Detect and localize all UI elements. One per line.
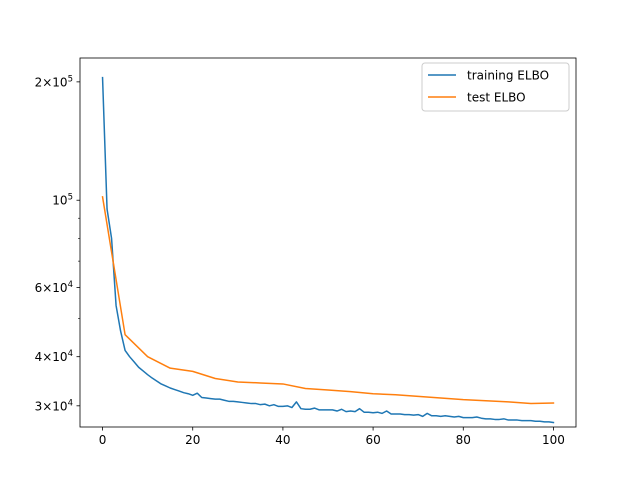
series-line-test-elbo — [101, 195, 555, 405]
x-tick-label: 40 — [275, 433, 290, 447]
axes-spines — [79, 57, 577, 428]
y-tick-label: 105 — [52, 193, 73, 208]
legend-label-test-elbo: test ELBO — [467, 91, 526, 105]
legend-label-training-elbo: training ELBO — [467, 69, 549, 83]
x-tick-label: 100 — [542, 433, 565, 447]
x-tick-label: 0 — [99, 433, 107, 447]
legend: training ELBO test ELBO — [421, 62, 570, 112]
series-line-training-elbo — [101, 76, 555, 424]
y-tick-label: 6×104 — [35, 280, 73, 295]
y-tick-label: 2×105 — [35, 74, 73, 89]
legend-box — [421, 62, 570, 112]
y-tick-label: 4×104 — [35, 349, 73, 364]
y-axis: 3×104 4×104 6×104 105 2×105 — [35, 74, 80, 413]
x-axis: 0 20 40 60 80 100 — [99, 427, 565, 447]
y-tick-label: 3×104 — [35, 398, 73, 413]
x-tick-label: 60 — [365, 433, 380, 447]
x-tick-label: 20 — [185, 433, 200, 447]
plot-lines — [101, 76, 555, 424]
x-tick-label: 80 — [456, 433, 471, 447]
axes-frame — [79, 57, 577, 428]
